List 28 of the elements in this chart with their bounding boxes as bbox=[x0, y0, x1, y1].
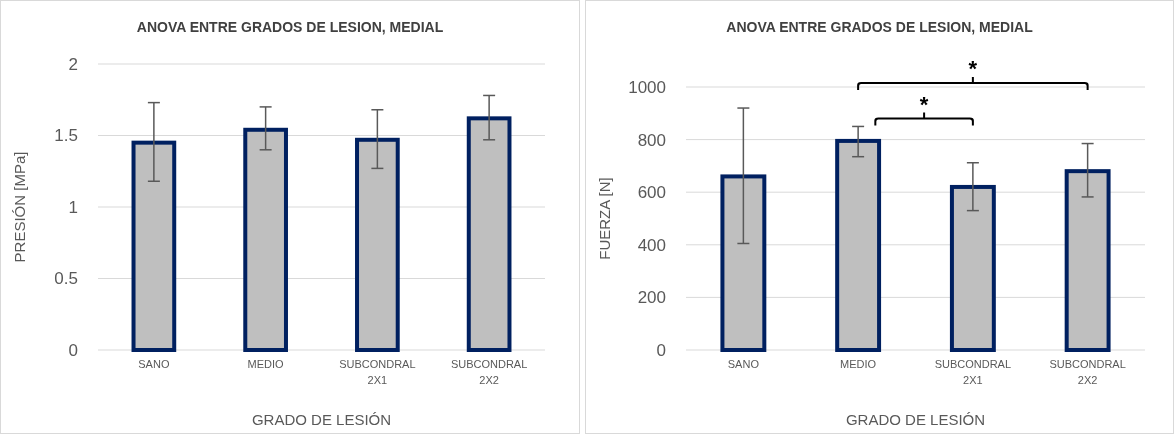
y-tick-label: 1.5 bbox=[54, 126, 78, 146]
y-tick-label: 200 bbox=[637, 288, 666, 308]
y-tick-label: 400 bbox=[637, 235, 666, 255]
y-tick-label: 2 bbox=[68, 54, 78, 74]
y-tick-label: 800 bbox=[637, 130, 666, 150]
y-tick-label: 600 bbox=[637, 183, 666, 203]
y-tick-label: 0 bbox=[656, 340, 666, 360]
annotation: * bbox=[919, 91, 929, 117]
y-tick-label: 0 bbox=[68, 340, 78, 360]
y-axis-title: PRESIÓN [MPa] bbox=[11, 151, 28, 263]
significance-bracket: * bbox=[857, 56, 1089, 90]
y-tick-label: 1 bbox=[68, 197, 78, 217]
significance-bracket: * bbox=[874, 91, 974, 126]
x-tick-label: MEDIO bbox=[840, 358, 877, 370]
x-axis-title: GRADO DE LESIÓN bbox=[845, 411, 986, 428]
chart-title: ANOVA ENTRE GRADOS DE LESION, MEDIAL bbox=[136, 19, 444, 35]
x-tick-label: SUBCONDRAL 2X1 bbox=[934, 358, 1012, 386]
x-axis-title: GRADO DE LESIÓN bbox=[251, 411, 392, 428]
x-tick-label: SANO bbox=[727, 358, 760, 370]
y-tick-label: 1000 bbox=[628, 77, 666, 97]
y-tick-label: 0.5 bbox=[54, 269, 78, 289]
y-axis-title: FUERZA [N] bbox=[596, 177, 613, 260]
chart-title: ANOVA ENTRE GRADOS DE LESION, MEDIAL bbox=[726, 19, 1034, 35]
x-tick-label: SUBCONDRAL 2X2 bbox=[450, 358, 528, 386]
x-tick-label: SUBCONDRAL 2X1 bbox=[339, 358, 416, 386]
x-tick-label: MEDIO bbox=[247, 358, 285, 370]
x-tick-label: SUBCONDRAL 2X2 bbox=[1049, 358, 1126, 386]
x-tick-label: SANO bbox=[138, 358, 170, 370]
